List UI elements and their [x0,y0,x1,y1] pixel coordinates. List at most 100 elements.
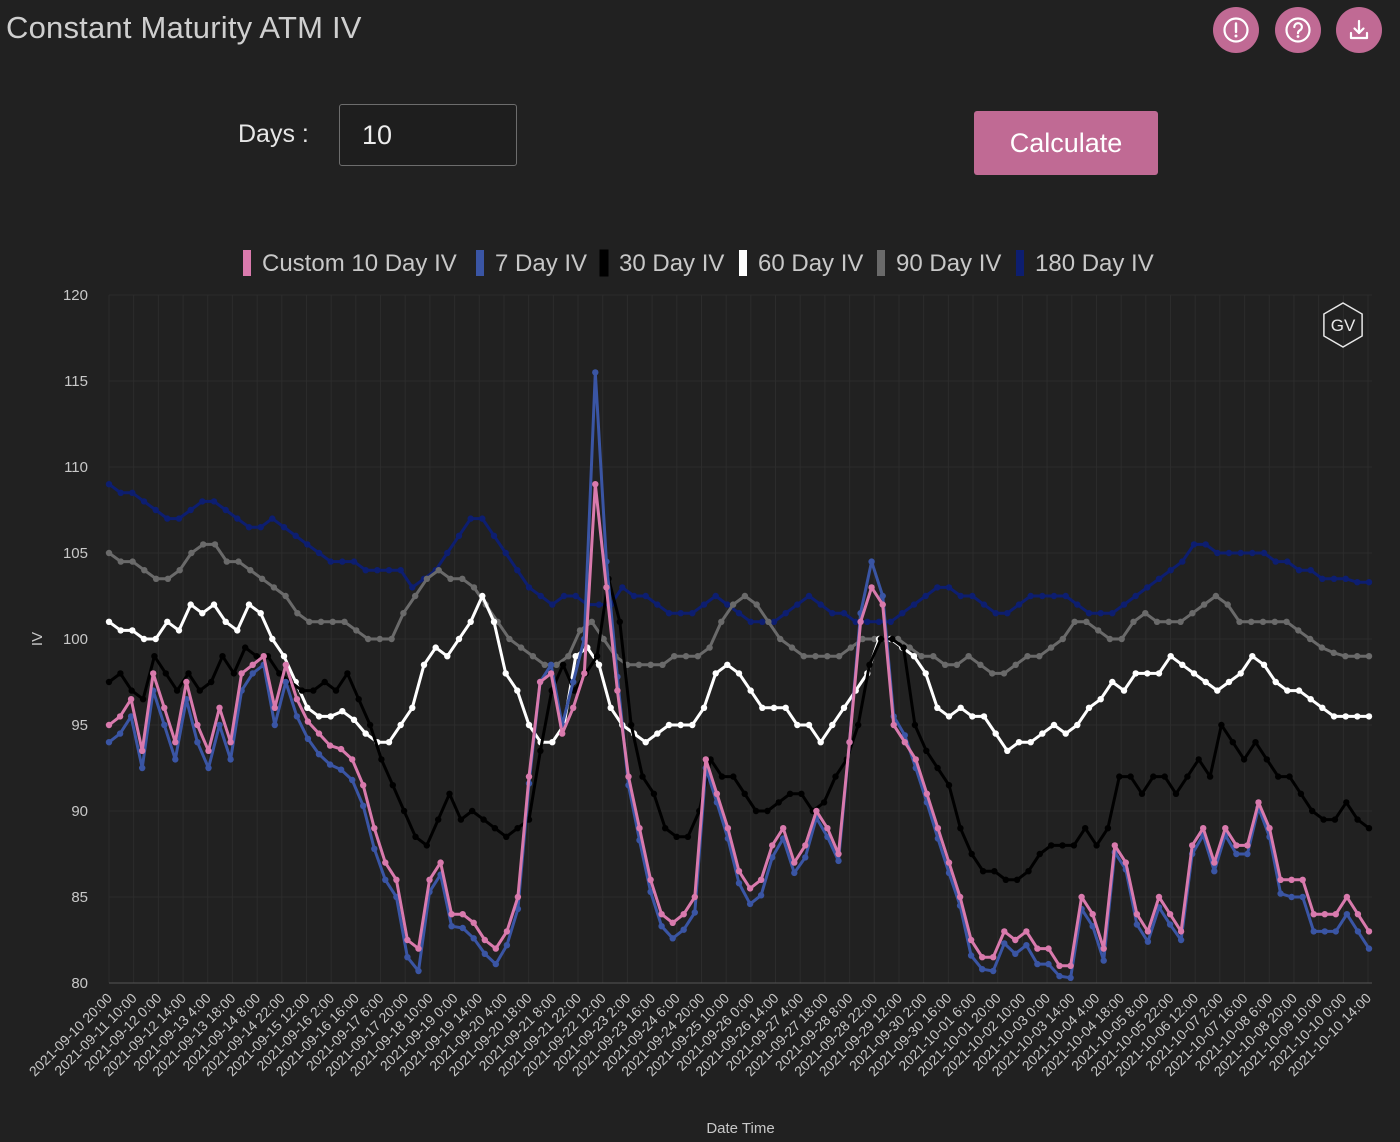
data-point [247,567,254,574]
data-point [105,549,113,557]
help-button[interactable] [1275,7,1321,53]
data-point [150,670,157,677]
days-input[interactable] [339,104,517,166]
data-point [619,584,626,591]
data-point [665,721,673,729]
data-point [1189,842,1196,849]
data-point [1089,911,1096,918]
data-point [707,756,714,763]
y-tick-label: 115 [64,373,88,390]
data-point [164,618,171,625]
data-point [1093,842,1100,849]
series-30-day-iv [105,575,1373,883]
data-point [1306,635,1314,643]
data-point [127,713,135,720]
data-point [642,739,649,746]
calculate-button[interactable]: Calculate [974,111,1158,175]
data-point [327,558,334,565]
data-point [1179,558,1186,565]
data-point [1177,936,1185,944]
data-point [912,756,919,763]
data-point [1212,592,1220,600]
data-point [304,735,312,742]
data-point [219,653,226,660]
data-point [385,567,393,574]
data-point [444,653,451,660]
data-point [980,713,988,720]
data-point [934,764,941,772]
data-point [194,739,201,746]
data-point [979,954,986,961]
data-point [310,687,317,694]
data-point [1023,928,1030,935]
data-point [227,756,234,763]
data-point [412,833,419,840]
data-point [859,635,866,643]
data-point [448,911,455,918]
data-point [922,592,929,600]
data-point [682,653,690,660]
data-point [294,610,301,617]
data-point [1120,687,1128,694]
data-point [1275,773,1282,780]
data-point [315,751,323,758]
data-point [1127,773,1134,780]
data-point [820,799,828,806]
data-point [139,747,146,754]
data-point [355,696,362,703]
data-point [437,859,444,866]
legend-item: 7 Day IV [476,250,587,277]
data-point [979,868,987,875]
data-point [1184,773,1191,780]
data-point [1225,549,1233,557]
data-point [1067,974,1074,981]
data-point [129,489,136,496]
data-point [625,773,632,780]
legend-item: 30 Day IV [599,249,724,277]
data-point [1109,678,1116,686]
data-point [293,696,301,703]
data-point [1263,756,1271,763]
data-point [360,782,367,789]
data-point [412,592,419,600]
data-point [817,739,824,746]
data-point [444,549,451,557]
data-point [700,704,708,711]
data-point [730,773,737,780]
data-point [1047,644,1055,651]
data-point [969,713,976,720]
data-point [315,549,323,557]
data-point [455,635,463,643]
data-point [600,635,607,643]
data-point [459,575,466,582]
data-point [245,524,253,531]
data-point [481,936,488,944]
info-button[interactable] [1213,7,1259,53]
data-point [374,567,381,574]
data-point [1211,859,1218,866]
data-point [1165,618,1173,625]
data-point [764,807,771,815]
data-point [339,558,346,565]
data-point [724,601,731,608]
data-point [1100,957,1107,964]
data-point [269,515,276,522]
data-point [1319,575,1326,582]
data-point [210,498,218,505]
data-point [376,635,383,643]
data-point [922,670,929,677]
data-point [459,911,466,918]
data-point [969,592,976,600]
data-point [1354,928,1362,935]
data-point [1074,601,1081,608]
download-button[interactable] [1336,7,1382,53]
data-point [1027,739,1034,746]
data-point [260,653,267,660]
data-point [901,732,908,739]
data-point [770,618,778,625]
data-point [901,739,908,746]
data-point [1050,592,1058,600]
data-point [245,601,253,608]
data-point [409,584,416,591]
data-point [503,942,511,949]
